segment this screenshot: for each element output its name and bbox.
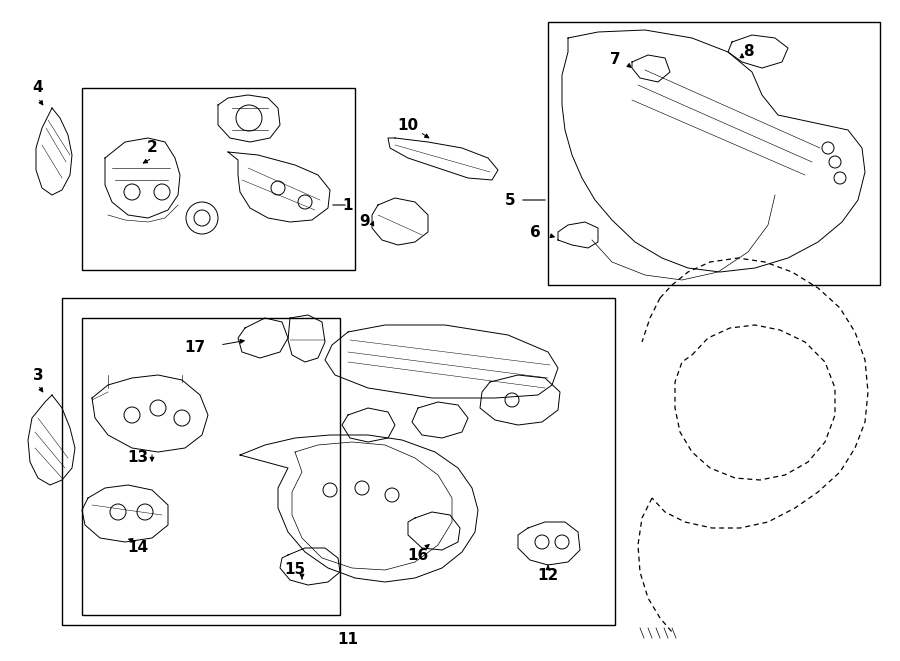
Text: 17: 17 (184, 340, 205, 356)
Text: 11: 11 (338, 633, 358, 648)
Text: 3: 3 (32, 368, 43, 383)
Bar (82, 88, 355, 270)
Text: 12: 12 (537, 568, 559, 582)
Text: 13: 13 (128, 451, 148, 465)
Text: 4: 4 (32, 81, 43, 95)
Bar (82, 318, 340, 615)
Text: 14: 14 (128, 541, 148, 555)
Text: 16: 16 (408, 547, 428, 563)
Text: 7: 7 (609, 52, 620, 67)
Text: 5: 5 (505, 192, 516, 208)
Text: 9: 9 (360, 215, 370, 229)
Text: 15: 15 (284, 563, 306, 578)
Text: 2: 2 (147, 141, 158, 155)
Bar (548, 22, 880, 285)
Text: 10: 10 (398, 118, 418, 132)
Text: 1: 1 (343, 198, 353, 212)
Bar (62, 298, 615, 625)
Text: 8: 8 (742, 44, 753, 59)
Text: 6: 6 (529, 225, 540, 239)
